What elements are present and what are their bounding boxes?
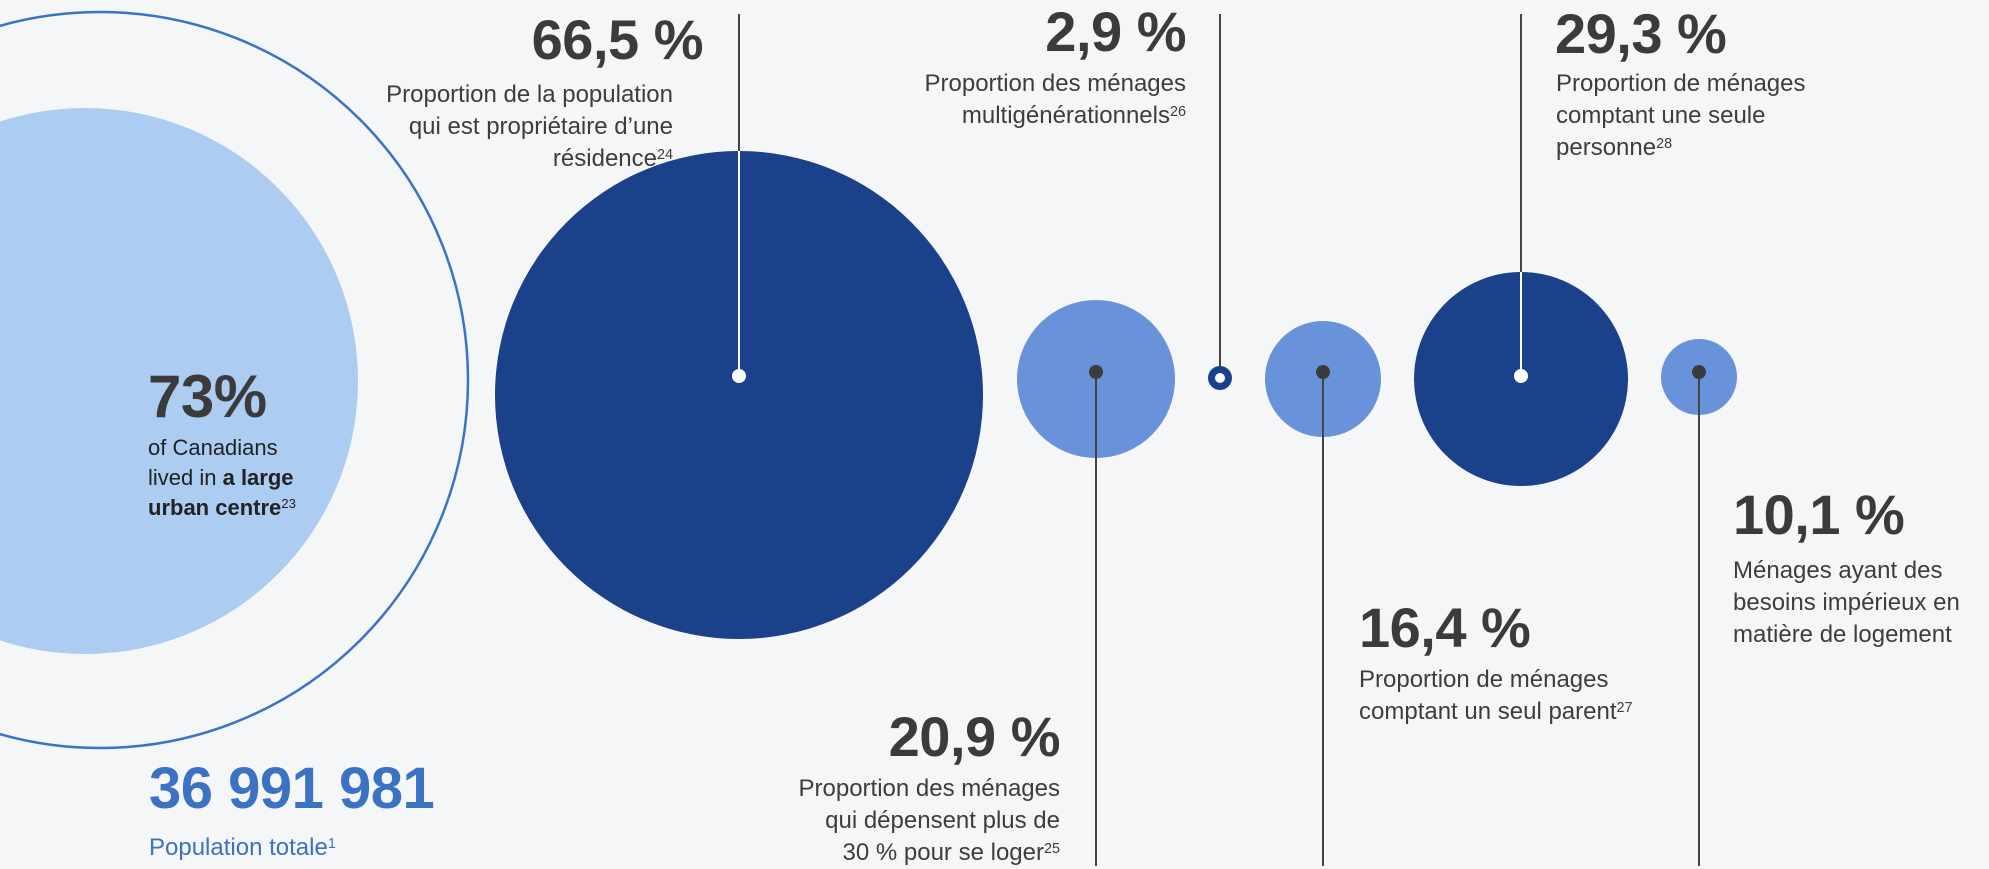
one-person-value: 29,3 % [1555, 2, 1727, 65]
ownership-footnote: 24 [656, 146, 673, 163]
single-parent-dot [1316, 365, 1330, 379]
housing-cost-value: 20,9 % [888, 705, 1061, 768]
population-footnote: 1 [327, 835, 336, 852]
housing-cost-line1: Proportion des ménages [798, 775, 1061, 802]
core-need-stat: 10,1 % [1733, 483, 1905, 546]
ownership-line2: qui est propriétaire d’une [408, 113, 673, 140]
one-person-stat: 29,3 % [1555, 2, 1727, 65]
urban-footnote: 23 [281, 496, 296, 512]
one-person-line2: comptant une seule [1556, 102, 1766, 129]
housing-cost-dot [1089, 365, 1103, 379]
core-need-line3: matière de logement [1733, 621, 1952, 648]
core-need-line2: besoins impérieux en [1733, 589, 1960, 616]
ownership-value: 66,5 % [531, 8, 704, 71]
core-need-value: 10,1 % [1733, 483, 1905, 546]
population-label-text: Population totale [149, 834, 328, 861]
population-stat: 36 991 981 Population totale1 [149, 756, 435, 864]
population-label: Population totale1 [149, 832, 434, 864]
single-parent-description: Proportion de ménages comptant un seul p… [1359, 664, 1699, 728]
one-person-footnote: 28 [1656, 135, 1673, 152]
one-person-dot [1514, 369, 1528, 383]
housing-cost-description: Proportion des ménages qui dépensent plu… [720, 773, 1061, 869]
urban-description: of Canadians lived in a large urban cent… [148, 433, 296, 523]
multigenerational-value: 2,9 % [1045, 0, 1186, 63]
ownership-line1: Proportion de la population [386, 81, 673, 108]
housing-cost-line2: qui dépensent plus de [825, 807, 1060, 834]
ownership-line3: résidence [552, 145, 657, 172]
urban-line3-bold: urban centre [148, 495, 282, 520]
multigenerational-footnote: 26 [1169, 103, 1186, 120]
multigenerational-stat: 2,9 % [1045, 4, 1186, 60]
one-person-description: Proportion de ménages comptant une seule… [1556, 68, 1886, 164]
ownership-dot [732, 369, 746, 383]
multigenerational-line1: Proportion des ménages [924, 70, 1187, 97]
single-parent-footnote: 27 [1616, 699, 1633, 716]
multigenerational-line2: multigénérationnels [961, 102, 1170, 129]
urban-line2-bold: a large [222, 465, 294, 490]
urban-value: 73% [148, 363, 267, 430]
single-parent-stat: 16,4 % [1359, 596, 1531, 659]
ownership-description: Proportion de la population qui est prop… [313, 79, 673, 175]
housing-cost-line3: 30 % pour se loger [842, 839, 1044, 866]
single-parent-value: 16,4 % [1359, 596, 1531, 659]
one-person-line3: personne [1556, 134, 1657, 161]
one-person-line1: Proportion de ménages [1556, 70, 1806, 97]
ownership-bubble [495, 151, 983, 639]
urban-line2-prefix: lived in [148, 465, 223, 490]
urban-line1: of Canadians [148, 435, 278, 460]
ownership-stat: 66,5 % [531, 8, 704, 71]
single-parent-line2: comptant un seul parent [1359, 698, 1617, 725]
urban-circle [0, 108, 358, 654]
multigenerational-description: Proportion des ménages multigénérationne… [846, 68, 1187, 132]
core-need-line1: Ménages ayant des [1733, 557, 1943, 584]
population-outline-circle [0, 10, 470, 750]
urban-stat: 73% of Canadians lived in a large urban … [148, 367, 296, 523]
multigenerational-dot [1215, 373, 1225, 383]
single-parent-line1: Proportion de ménages [1359, 666, 1609, 693]
core-need-dot [1692, 365, 1706, 379]
housing-cost-footnote: 25 [1043, 840, 1060, 857]
population-value: 36 991 981 [149, 756, 435, 821]
core-need-description: Ménages ayant des besoins impérieux en m… [1733, 555, 1985, 651]
housing-cost-stat: 20,9 % [888, 705, 1061, 768]
